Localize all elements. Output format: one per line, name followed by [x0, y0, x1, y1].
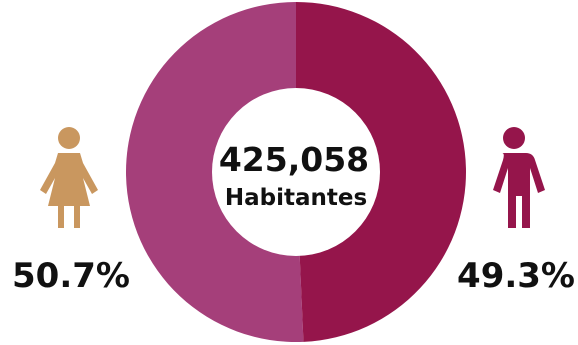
- slice-label-men: 49.3%: [457, 256, 575, 296]
- man-icon: [493, 127, 545, 228]
- total-value: 425,058: [219, 140, 369, 179]
- slice-label-women: 50.7%: [12, 256, 130, 296]
- total-label: Habitantes: [225, 185, 367, 211]
- slice-men: [296, 2, 467, 342]
- donut-hole: [212, 88, 380, 256]
- woman-icon: [40, 127, 98, 228]
